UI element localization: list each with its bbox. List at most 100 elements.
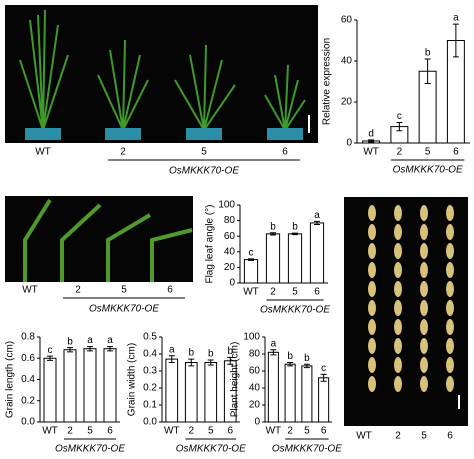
- grain: [446, 376, 454, 392]
- grain: [420, 262, 428, 278]
- error-bar: [292, 232, 298, 236]
- x-tick-label: 6: [321, 426, 327, 437]
- grain: [446, 319, 454, 335]
- significance-letter: b: [425, 48, 431, 59]
- significance-letter: b: [227, 346, 233, 357]
- grain: [394, 243, 402, 259]
- bar: [63, 349, 77, 423]
- error-bar: [396, 122, 403, 132]
- grain: [368, 376, 376, 392]
- significance-letter: a: [87, 335, 93, 346]
- photo-label: 6: [282, 147, 288, 158]
- leaf-photo: [5, 196, 193, 282]
- y-tick-label: 0.2: [143, 383, 157, 394]
- grain-photo: [344, 197, 468, 426]
- grain: [394, 338, 402, 354]
- x-tick-label: 2: [270, 287, 276, 298]
- bar: [103, 348, 117, 423]
- significance-letter: a: [271, 338, 277, 349]
- x-tick-label: 5: [304, 426, 310, 437]
- grain: [368, 281, 376, 297]
- y-tick-label: 100: [218, 200, 235, 211]
- y-tick-label: 60: [224, 231, 236, 242]
- photo-label: 6: [447, 431, 453, 442]
- y-tick-label: 80: [249, 349, 261, 360]
- grain: [420, 376, 428, 392]
- grain: [394, 376, 402, 392]
- y-tick-label: 40: [224, 246, 236, 257]
- y-tick-label: 0.8: [21, 332, 35, 343]
- group-label: OsMKKK70-OE: [89, 304, 159, 315]
- y-tick-label: 20: [249, 400, 261, 411]
- grain: [368, 224, 376, 240]
- photo-label: 2: [395, 431, 401, 442]
- grain: [394, 224, 402, 240]
- significance-letter: c: [321, 363, 326, 374]
- significance-letter: b: [208, 349, 214, 360]
- error-bar: [314, 220, 320, 225]
- bar: [83, 348, 97, 423]
- y-tick-label: 0.0: [21, 417, 35, 428]
- y-tick-label: 0.0: [143, 417, 157, 428]
- y-axis-label: Grain width (cm): [127, 343, 138, 416]
- grain: [420, 357, 428, 373]
- grain: [420, 281, 428, 297]
- bar: [184, 362, 198, 423]
- error-bar: [188, 358, 195, 367]
- grain: [394, 262, 402, 278]
- significance-letter: c: [249, 247, 254, 258]
- y-tick-label: 0.3: [143, 366, 157, 377]
- y-tick-label: 40: [249, 383, 261, 394]
- grain: [394, 205, 402, 221]
- photo-label: 2: [120, 147, 126, 158]
- significance-letter: d: [368, 129, 374, 140]
- y-tick-label: 40: [341, 56, 353, 67]
- grain: [368, 243, 376, 259]
- y-axis-label: Flag leaf angle (°): [205, 204, 216, 283]
- error-bar: [67, 347, 73, 353]
- error-bar: [270, 349, 277, 356]
- significance-letter: b: [292, 222, 298, 233]
- group-label: OsMKKK70-OE: [55, 444, 125, 454]
- y-tick-label: 60: [249, 366, 261, 377]
- y-tick-label: 20: [341, 97, 353, 108]
- x-tick-label: 2: [188, 426, 194, 437]
- y-tick-label: 0.6: [21, 353, 35, 364]
- error-bar: [47, 355, 53, 361]
- y-tick-label: 0.4: [143, 349, 157, 360]
- error-bar: [87, 346, 93, 352]
- grain: [446, 357, 454, 373]
- significance-letter: c: [397, 111, 402, 122]
- y-tick-label: 0.1: [143, 400, 157, 411]
- y-tick-label: 0: [229, 278, 235, 289]
- x-tick-label: 2: [287, 426, 293, 437]
- grain: [446, 262, 454, 278]
- x-tick-label: 2: [67, 426, 73, 437]
- photo-label: 6: [167, 285, 173, 296]
- x-tick-label: WT: [243, 287, 259, 298]
- grain: [368, 319, 376, 335]
- bar: [318, 377, 330, 423]
- photo-label: 5: [201, 147, 207, 158]
- y-axis-label: Relative expression: [322, 38, 333, 125]
- grain: [446, 243, 454, 259]
- significance-letter: b: [270, 221, 276, 232]
- grain: [420, 205, 428, 221]
- x-tick-label: WT: [363, 147, 379, 158]
- y-tick-label: 20: [224, 262, 236, 273]
- photo-label: WT: [356, 431, 372, 442]
- error-bar: [207, 359, 214, 366]
- grain: [446, 338, 454, 354]
- group-label: OsMKKK70-OE: [393, 165, 463, 176]
- error-bar: [287, 362, 294, 367]
- error-bar: [303, 363, 310, 369]
- y-tick-label: 0.5: [143, 332, 157, 343]
- error-bar: [227, 356, 234, 365]
- grain: [394, 319, 402, 335]
- x-tick-label: WT: [42, 426, 58, 437]
- grain: [420, 243, 428, 259]
- significance-letter: a: [107, 335, 113, 346]
- grain: [394, 357, 402, 373]
- error-bar: [320, 373, 327, 382]
